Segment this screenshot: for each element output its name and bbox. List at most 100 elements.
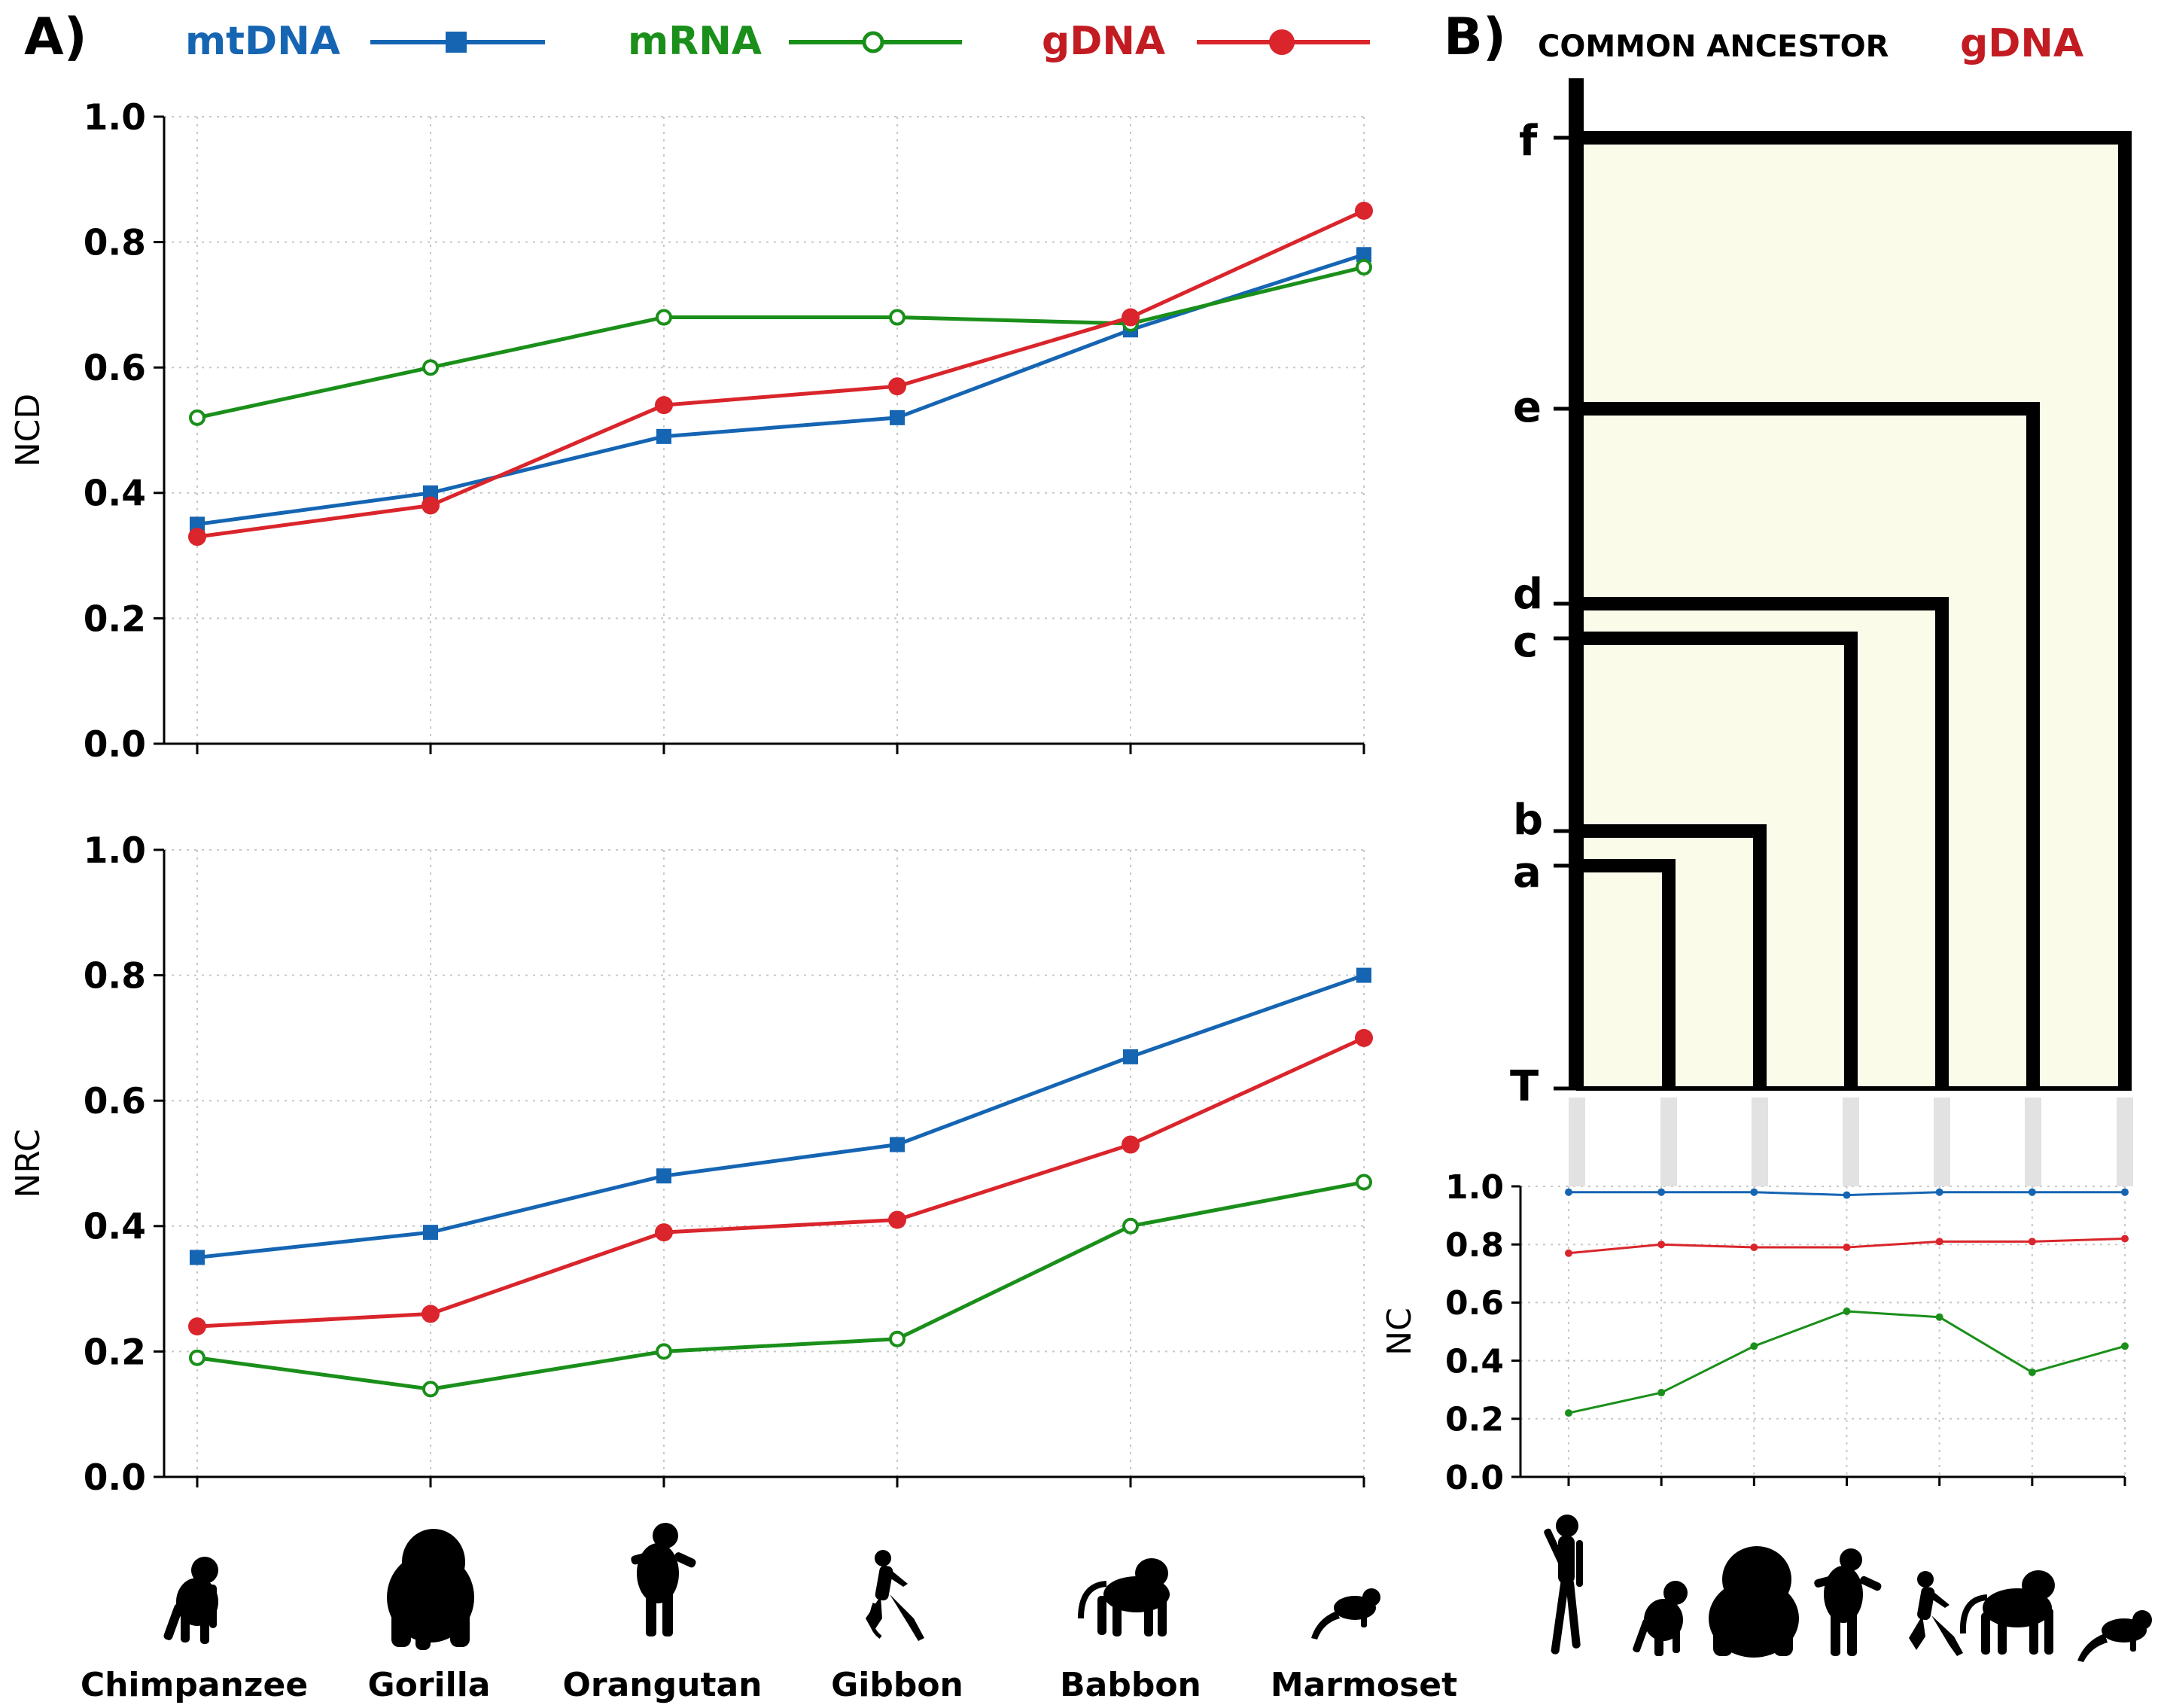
nrc-point-gdna-4 bbox=[1122, 1135, 1140, 1154]
nc-point-mtdna-1 bbox=[1657, 1188, 1666, 1196]
nrc-point-mtdna-5 bbox=[1356, 967, 1371, 983]
nrc-point-mrna-2 bbox=[656, 1343, 672, 1360]
panel-b-label: B) bbox=[1444, 8, 1506, 67]
nc-point-gdna-2 bbox=[1750, 1244, 1758, 1252]
connector-7 bbox=[2117, 1098, 2133, 1186]
nrc-y-axis-label: NRC bbox=[9, 1128, 47, 1198]
nrc-point-gdna-1 bbox=[422, 1305, 440, 1323]
tree-branch-f bbox=[1576, 131, 2132, 1088]
nc-point-mtdna-6 bbox=[2121, 1188, 2129, 1196]
nrc-series-mrna bbox=[189, 1174, 1372, 1398]
ncd-ytick-label-5: 1.0 bbox=[84, 97, 146, 139]
ncd-point-gdna-0 bbox=[188, 528, 206, 546]
nc-point-mrna-3 bbox=[1843, 1307, 1851, 1315]
ncd-point-mtdna-0 bbox=[190, 516, 205, 532]
tree-branch-c bbox=[1576, 632, 1858, 1088]
nc-point-gdna-6 bbox=[2121, 1235, 2129, 1243]
nrc-point-mtdna-0 bbox=[190, 1250, 205, 1265]
connector-3 bbox=[1752, 1098, 1768, 1186]
nc-point-gdna-4 bbox=[1935, 1238, 1943, 1246]
ncd-point-gdna-1 bbox=[422, 496, 440, 515]
nrc-ytick-label-2: 0.4 bbox=[84, 1207, 146, 1248]
nc-ytick-label-2: 0.4 bbox=[1445, 1342, 1504, 1381]
baboon-icon bbox=[1959, 1570, 2055, 1655]
ncd-y-axis-label: NCD bbox=[9, 394, 47, 467]
nrc-point-mrna-3 bbox=[889, 1330, 906, 1347]
nc-series-gdna bbox=[1565, 1235, 2129, 1257]
ncd-line-gdna bbox=[196, 209, 1365, 539]
nc-y-axis-label: NC bbox=[1380, 1308, 1419, 1356]
nc-ytick-label-3: 0.6 bbox=[1445, 1284, 1504, 1323]
legend: mtDNA mRNA gDNA bbox=[185, 19, 1370, 64]
nrc-ytick-label-3: 0.6 bbox=[84, 1081, 146, 1122]
gorilla-icon bbox=[1709, 1546, 1799, 1658]
phylogenetic-tree: COMMON ANCESTOR gDNA f e d c b bbox=[1510, 21, 2133, 1186]
nc-point-mtdna-5 bbox=[2028, 1188, 2036, 1196]
nc-ytick-label-4: 0.8 bbox=[1445, 1226, 1504, 1265]
nc-point-gdna-0 bbox=[1565, 1249, 1572, 1257]
species-label-orangutan: Orangutan bbox=[563, 1666, 762, 1704]
nc-ytick-label-5: 1.0 bbox=[1445, 1168, 1504, 1207]
ncd-point-gdna-4 bbox=[1122, 308, 1140, 327]
nrc-ytick-label-1: 0.2 bbox=[84, 1332, 146, 1373]
nrc-line-gdna bbox=[196, 1036, 1365, 1329]
nrc-point-gdna-0 bbox=[188, 1317, 206, 1336]
chimpanzee-icon bbox=[1633, 1581, 1688, 1656]
ncd-series-gdna bbox=[188, 201, 1373, 546]
ncd-series-mtdna bbox=[190, 247, 1371, 532]
node-label-b: b bbox=[1513, 796, 1543, 845]
species-label-babbon: Babbon bbox=[1060, 1666, 1201, 1704]
nc-ytick-label-0: 0.0 bbox=[1445, 1459, 1504, 1497]
ncd-point-mrna-0 bbox=[189, 409, 205, 426]
species-label-gorilla: Gorilla bbox=[368, 1666, 491, 1704]
nc-point-mrna-6 bbox=[2121, 1342, 2129, 1350]
ncd-point-gdna-3 bbox=[888, 377, 906, 396]
human-icon bbox=[1544, 1515, 1583, 1655]
node-label-t: T bbox=[1510, 1062, 1539, 1111]
ncd-point-mtdna-2 bbox=[656, 428, 671, 444]
node-label-d: d bbox=[1513, 570, 1543, 619]
nc-point-mtdna-2 bbox=[1750, 1188, 1758, 1196]
species-label-gibbon: Gibbon bbox=[831, 1666, 963, 1704]
node-label-a: a bbox=[1513, 848, 1542, 897]
ncd-point-mrna-1 bbox=[422, 359, 439, 376]
nrc-point-mrna-0 bbox=[189, 1349, 205, 1366]
ncd-point-mtdna-5 bbox=[1356, 247, 1371, 263]
nc-point-mrna-5 bbox=[2028, 1369, 2036, 1377]
nc-series-mtdna bbox=[1565, 1188, 2129, 1199]
ncd-point-mrna-5 bbox=[1356, 258, 1372, 276]
connector-6 bbox=[2025, 1098, 2041, 1186]
ncd-point-mtdna-3 bbox=[890, 409, 905, 425]
nc-ytick-label-1: 0.2 bbox=[1445, 1401, 1504, 1439]
tree-branch-a bbox=[1576, 859, 1676, 1088]
gibbon-icon bbox=[866, 1550, 924, 1641]
ncd-point-mrna-2 bbox=[656, 309, 672, 326]
nc-point-mrna-2 bbox=[1750, 1342, 1758, 1350]
nc-series-mrna bbox=[1565, 1307, 2129, 1417]
tree-branch-e bbox=[1576, 402, 2040, 1088]
ncd-point-mtdna-1 bbox=[423, 485, 438, 501]
tree-title-common-ancestor: COMMON ANCESTOR bbox=[1538, 29, 1889, 64]
nrc-ytick-label-4: 0.8 bbox=[84, 956, 146, 997]
ncd-point-gdna-2 bbox=[655, 396, 673, 415]
baboon-icon bbox=[1078, 1558, 1170, 1636]
nrc-line-mrna bbox=[196, 1180, 1365, 1391]
nc-point-gdna-3 bbox=[1843, 1244, 1851, 1252]
gibbon-icon bbox=[1909, 1571, 1963, 1656]
nrc-ytick-label-5: 1.0 bbox=[84, 830, 146, 872]
orangutan-icon bbox=[631, 1523, 696, 1636]
nc-chart: 0.0 0.2 0.4 0.6 0.8 1.0 NC bbox=[1380, 1168, 2129, 1497]
legend-marker-mtdna bbox=[446, 32, 467, 53]
ncd-line-mtdna bbox=[196, 252, 1365, 526]
marmoset-icon bbox=[1311, 1588, 1380, 1639]
nc-point-mtdna-4 bbox=[1935, 1188, 1943, 1196]
legend-marker-mrna bbox=[862, 31, 884, 53]
nrc-point-mtdna-4 bbox=[1123, 1049, 1138, 1064]
nrc-point-mrna-1 bbox=[422, 1381, 439, 1398]
ncd-series-mrna bbox=[189, 258, 1372, 426]
nrc-ytick-label-0: 0.0 bbox=[84, 1457, 146, 1499]
nrc-chart: 0.0 0.2 0.4 0.6 0.8 1.0 NRC bbox=[9, 830, 1373, 1499]
ncd-ytick-label-4: 0.8 bbox=[84, 223, 146, 264]
legend-label-gdna: gDNA bbox=[1042, 19, 1165, 64]
